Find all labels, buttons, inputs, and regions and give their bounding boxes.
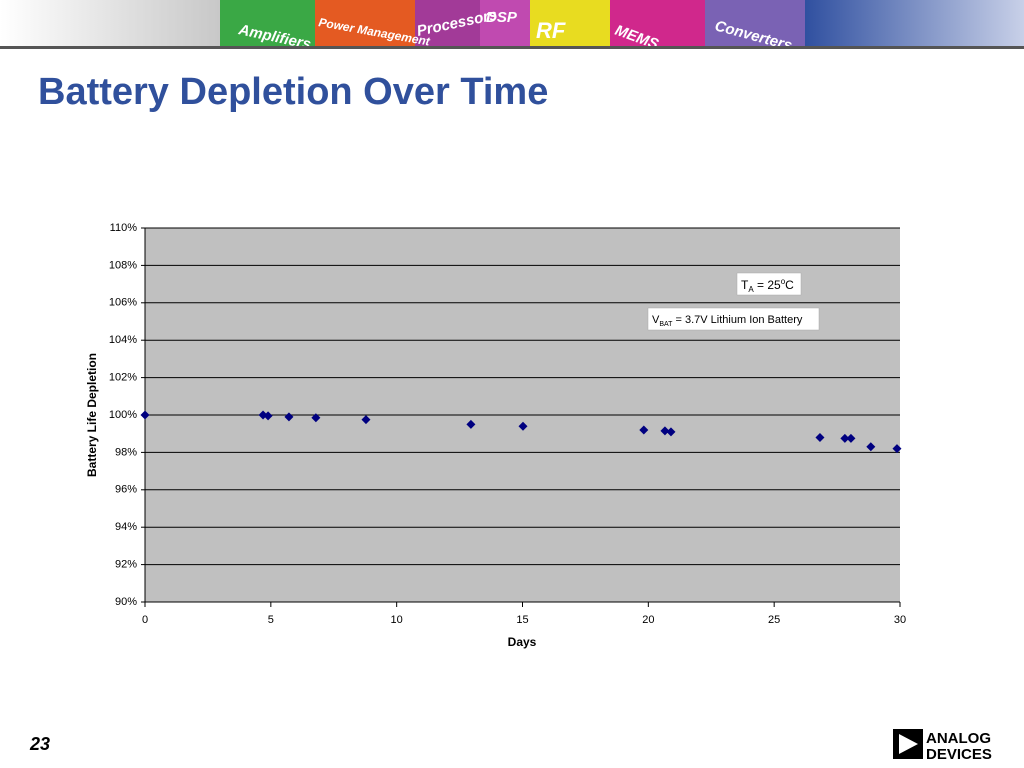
point [263, 411, 273, 421]
y-tick-label: 98% [115, 446, 137, 458]
banner-left [0, 0, 220, 46]
slide-title: Battery Depletion Over Time [38, 71, 548, 113]
annotation-subscript: A [748, 285, 754, 294]
logo-text: DEVICES [926, 746, 992, 763]
banner-tile [530, 0, 610, 46]
x-tick-label: 5 [268, 614, 274, 626]
y-tick-label: 104% [109, 334, 137, 346]
point [866, 442, 876, 452]
y-tick-label: 92% [115, 559, 137, 571]
annotation-text: TA = 25oC [741, 277, 794, 294]
point [666, 427, 676, 437]
banner-rule [0, 46, 1024, 49]
annotation-box [647, 307, 820, 331]
annotation-part: T [741, 278, 749, 292]
point [466, 419, 476, 429]
x-tick-label: 20 [642, 614, 654, 626]
banner-tile [610, 0, 705, 46]
x-tick-label: 10 [391, 614, 403, 626]
y-tick-label: 90% [115, 596, 137, 608]
annotation-part: V [652, 314, 660, 326]
x-axis-label: Days [508, 635, 537, 649]
x-tick-label: 25 [768, 614, 780, 626]
annotation-box [736, 272, 802, 296]
banner-tile [480, 0, 530, 46]
annotation-part: C [785, 278, 794, 292]
banner: Amplifiers Power Management Processors D… [0, 0, 1024, 54]
page-number: 23 [29, 734, 50, 754]
x-tick-label: 30 [894, 614, 906, 626]
banner-tile [415, 0, 480, 46]
y-axis-label: Battery Life Depletion [85, 353, 99, 477]
banner-tile [315, 0, 415, 46]
annotation-superscript: o [781, 277, 786, 286]
y-tick-label: 102% [109, 372, 137, 384]
logo-text: ANALOG [926, 730, 991, 747]
point [892, 444, 902, 454]
annotation: VBAT = 3.7V Lithium Ion Battery [647, 307, 820, 331]
point [140, 410, 150, 420]
y-tick-label: 100% [109, 409, 137, 421]
banner-right [805, 0, 1024, 46]
x-tick-label: 0 [142, 614, 148, 626]
point [815, 432, 825, 442]
point [840, 433, 850, 443]
banner-tile [705, 0, 805, 46]
point [518, 421, 528, 431]
y-tick-label: 108% [109, 259, 137, 271]
logo: ANALOG DEVICES [893, 729, 992, 763]
x-tick-label: 15 [516, 614, 528, 626]
y-tick-label: 110% [110, 222, 138, 234]
point [311, 413, 321, 423]
banner-tile [220, 0, 315, 46]
point [639, 425, 649, 435]
annotation: TA = 25oC [736, 272, 802, 296]
point [660, 426, 670, 436]
y-tick-label: 106% [109, 297, 137, 309]
logo-triangle [899, 734, 918, 754]
annotation-text: VBAT = 3.7V Lithium Ion Battery [652, 314, 803, 328]
annotation-subscript: BAT [659, 321, 673, 328]
point [284, 412, 294, 422]
y-tick-label: 96% [115, 484, 137, 496]
banner-label: DSP [486, 9, 518, 26]
point [361, 415, 371, 425]
annotation-part: = 25 [754, 278, 781, 292]
annotation-part: = 3.7V Lithium Ion Battery [672, 314, 802, 326]
y-tick-label: 94% [115, 521, 137, 533]
banner-label: RF [536, 18, 566, 43]
point [846, 433, 856, 443]
